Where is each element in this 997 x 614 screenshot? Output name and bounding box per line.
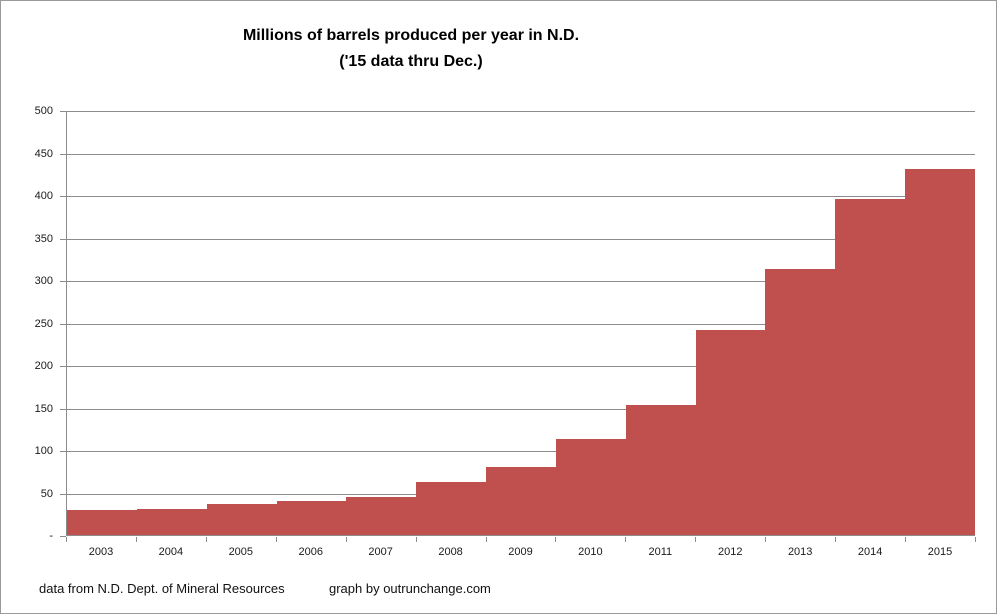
x-tick-label-2007: 2007 <box>368 546 393 558</box>
bar-2006 <box>276 501 347 535</box>
bar-2012 <box>695 329 766 535</box>
x-tick-label-2004: 2004 <box>158 546 184 558</box>
x-tick <box>835 537 837 542</box>
x-tick <box>135 537 137 542</box>
y-tick-label-350: 350 <box>34 232 53 245</box>
x-tick <box>345 537 347 542</box>
y-tick <box>60 451 66 452</box>
y-tick <box>60 238 66 240</box>
y-tick <box>60 323 66 325</box>
bar-2003 <box>67 510 137 535</box>
x-tick <box>625 537 627 542</box>
x-tick-label-2013: 2013 <box>787 546 813 558</box>
x-tick-label-2010: 2010 <box>578 546 603 558</box>
x-tick-label-2009: 2009 <box>508 546 533 558</box>
y-tick <box>60 536 66 537</box>
x-tick-label-2014: 2014 <box>857 546 883 558</box>
bar-2015 <box>905 168 975 535</box>
bar-2004 <box>136 508 207 535</box>
x-tick-label-2003: 2003 <box>88 546 114 558</box>
x-axis-labels: 2003 2004 2005 2006 2007 2008 2009 2010 2011 2012… <box>66 546 975 558</box>
bar-2007 <box>346 496 417 535</box>
credit-text: graph by outrunchange.com <box>329 581 491 596</box>
gridline-150 <box>67 408 975 410</box>
gridline-450 <box>67 153 975 155</box>
y-tick-label-250: 250 <box>34 317 53 330</box>
y-tick <box>60 493 66 495</box>
chart-title-line2: ('15 data thru Dec.) <box>339 53 483 70</box>
y-tick-label-0: - <box>49 530 53 542</box>
bar-series <box>67 111 975 535</box>
y-tick <box>60 111 66 112</box>
chart-title-line1: Millions of barrels produced per year in… <box>242 27 580 44</box>
y-tick-label-100: 100 <box>34 445 53 457</box>
x-tick <box>485 537 487 542</box>
y-tick-label-50: 50 <box>40 487 53 500</box>
x-tick <box>205 537 207 542</box>
bar-2009 <box>486 467 556 535</box>
plot-area <box>66 111 975 536</box>
gridline-400 <box>67 196 975 197</box>
chart-title: Millions of barrels produced per year in… <box>1 23 821 75</box>
x-tick <box>275 537 277 542</box>
bar-2014 <box>835 199 906 535</box>
y-tick <box>60 408 66 410</box>
bar-2013 <box>765 268 836 535</box>
x-tick <box>555 537 557 542</box>
y-tick-label-300: 300 <box>34 275 53 287</box>
x-tick-label-2008: 2008 <box>438 546 463 558</box>
gridline-200 <box>67 366 975 367</box>
x-tick <box>695 537 697 542</box>
x-tick <box>765 537 767 542</box>
gridline-350 <box>67 238 975 240</box>
x-tick <box>905 537 907 542</box>
x-tick-label-2011: 2011 <box>648 546 673 558</box>
bar-2005 <box>206 504 277 535</box>
x-tick <box>975 537 976 542</box>
y-tick-label-200: 200 <box>34 360 53 372</box>
x-tick-label-2012: 2012 <box>718 546 743 558</box>
bar-2010 <box>555 439 626 535</box>
bar-2008 <box>416 481 487 535</box>
x-tick-label-2015: 2015 <box>927 546 953 558</box>
gridline-500 <box>67 111 975 112</box>
x-tick-label-2006: 2006 <box>298 546 323 558</box>
x-tick <box>415 537 417 542</box>
y-tick-label-450: 450 <box>34 147 53 160</box>
x-tick <box>66 537 67 542</box>
y-tick-label-400: 400 <box>34 190 53 202</box>
gridline-100 <box>67 451 975 452</box>
y-tick <box>60 366 66 367</box>
bar-2011 <box>625 405 696 535</box>
gridline-250 <box>67 323 975 325</box>
y-tick <box>60 281 66 282</box>
gridline-300 <box>67 281 975 282</box>
y-tick-label-500: 500 <box>34 105 53 117</box>
y-tick-label-150: 150 <box>34 402 53 415</box>
x-tick-label-2005: 2005 <box>228 546 254 558</box>
data-source-text: data from N.D. Dept. of Mineral Resource… <box>39 581 285 596</box>
y-tick <box>60 153 66 155</box>
y-tick <box>60 196 66 197</box>
